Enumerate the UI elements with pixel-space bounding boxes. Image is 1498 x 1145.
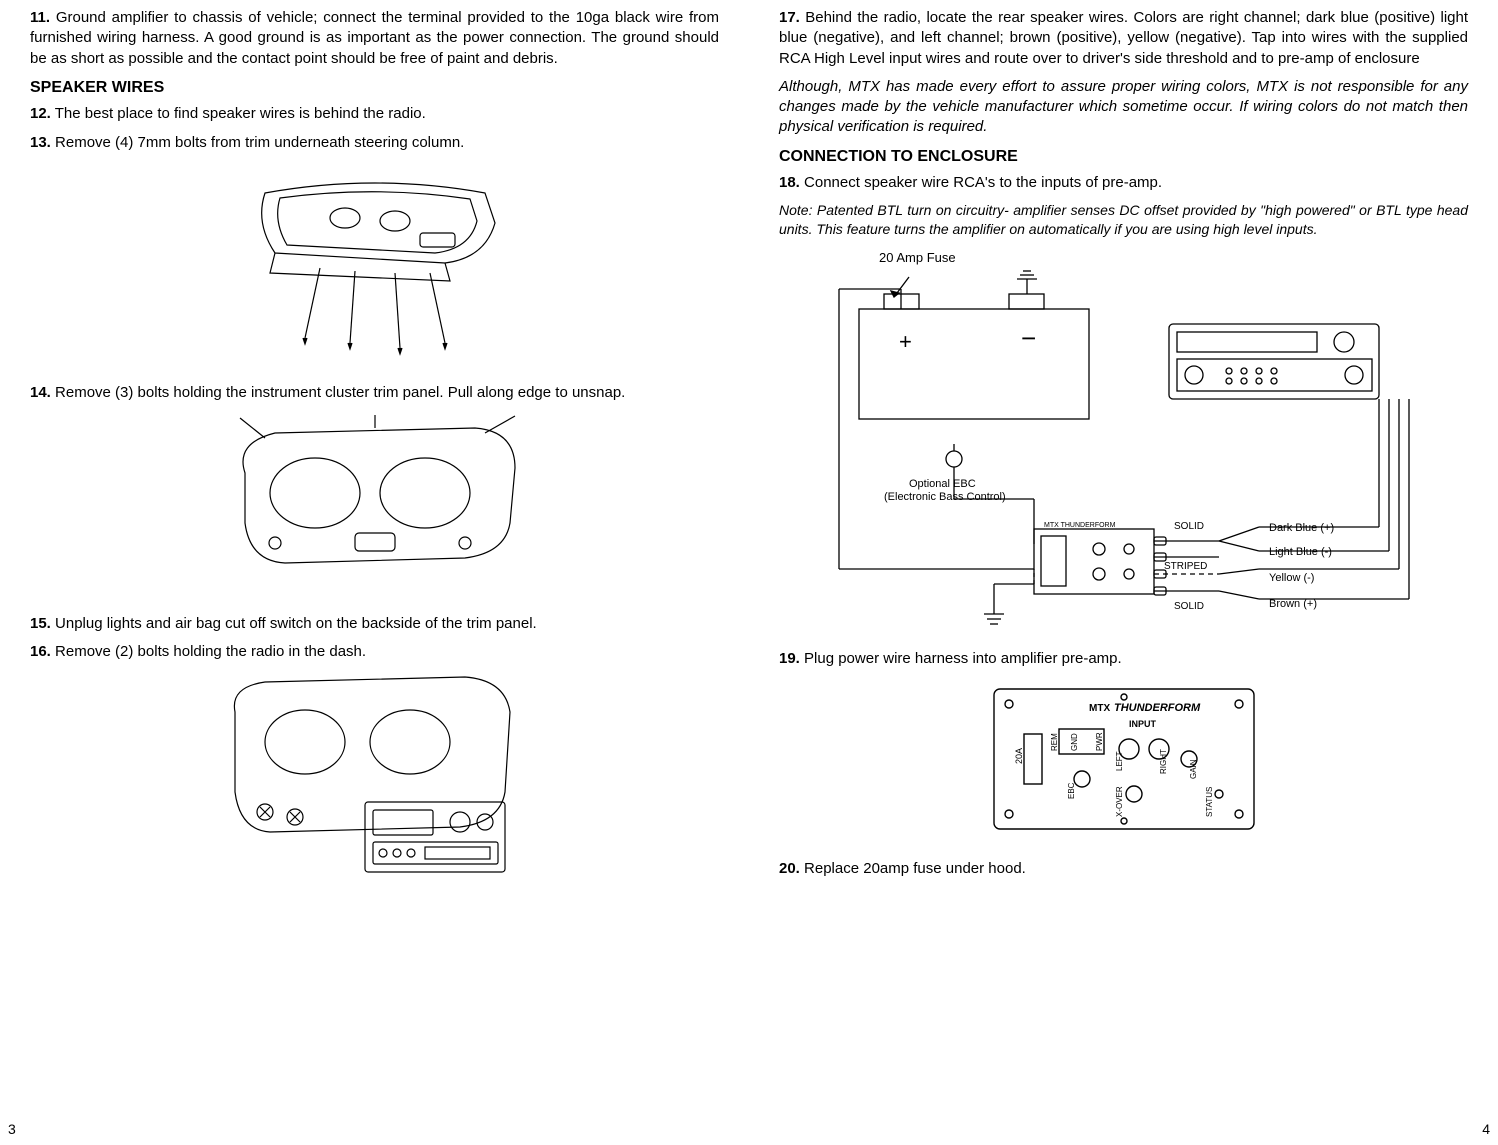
svg-text:PWR: PWR <box>1095 732 1104 751</box>
svg-text:Brown (+): Brown (+) <box>1269 598 1317 610</box>
step-num: 18. <box>779 174 800 191</box>
step-num: 17. <box>779 9 800 26</box>
svg-text:STATUS: STATUS <box>1205 787 1214 817</box>
svg-text:Optional EBC: Optional EBC <box>909 478 976 490</box>
svg-text:Dark Blue (+): Dark Blue (+) <box>1269 522 1334 534</box>
heading-speaker-wires: SPEAKER WIRES <box>30 77 719 99</box>
step-text: Replace 20amp fuse under hood. <box>800 860 1026 877</box>
step-19: 19. Plug power wire harness into amplifi… <box>779 649 1468 669</box>
step-text: Remove (4) 7mm bolts from trim underneat… <box>51 134 465 151</box>
step-20: 20. Replace 20amp fuse under hood. <box>779 859 1468 879</box>
step-15: 15. Unplug lights and air bag cut off sw… <box>30 614 719 634</box>
step-text: The best place to find speaker wires is … <box>51 105 426 122</box>
figure-steering-column <box>30 163 719 369</box>
svg-text:−: − <box>1021 323 1036 353</box>
svg-text:GAIN: GAIN <box>1189 759 1198 779</box>
svg-text:GND: GND <box>1070 733 1079 751</box>
figure-cluster-trim <box>30 413 719 599</box>
svg-text:Yellow (-): Yellow (-) <box>1269 572 1314 584</box>
svg-text:MTX: MTX <box>1089 703 1110 714</box>
step-num: 20. <box>779 860 800 877</box>
page-number-left: 3 <box>8 1120 16 1139</box>
svg-text:STRIPED: STRIPED <box>1164 561 1207 572</box>
step-num: 11. <box>30 9 50 26</box>
step-num: 15. <box>30 615 51 632</box>
page-left: 11. Ground amplifier to chassis of vehic… <box>0 0 749 1145</box>
step-11: 11. Ground amplifier to chassis of vehic… <box>30 8 719 69</box>
step-text: Behind the radio, locate the rear speake… <box>779 9 1468 67</box>
disclaimer: Although, MTX has made every effort to a… <box>779 77 1468 138</box>
step-num: 14. <box>30 384 51 401</box>
step-text: Connect speaker wire RCA's to the inputs… <box>800 174 1162 191</box>
step-num: 16. <box>30 643 51 660</box>
svg-text:(Electronic Bass Control): (Electronic Bass Control) <box>884 491 1006 503</box>
step-13: 13. Remove (4) 7mm bolts from trim under… <box>30 133 719 153</box>
step-14: 14. Remove (3) bolts holding the instrum… <box>30 383 719 403</box>
heading-connection: CONNECTION TO ENCLOSURE <box>779 146 1468 168</box>
figure-radio-dash <box>30 672 719 888</box>
svg-text:EBC: EBC <box>1067 783 1076 800</box>
step-text: Ground amplifier to chassis of vehicle; … <box>30 9 719 67</box>
svg-text:INPUT: INPUT <box>1129 719 1157 729</box>
svg-text:+: + <box>899 329 912 354</box>
step-12: 12. The best place to find speaker wires… <box>30 104 719 124</box>
step-text: Unplug lights and air bag cut off switch… <box>51 615 537 632</box>
svg-text:Light Blue (-): Light Blue (-) <box>1269 546 1332 558</box>
svg-text:THUNDERFORM: THUNDERFORM <box>1114 702 1201 714</box>
figure-amp-panel: THUNDERFORM MTX 20A REM GND PWR EBC INPU… <box>779 679 1468 845</box>
step-text: Plug power wire harness into amplifier p… <box>800 650 1122 667</box>
figure-wiring-diagram: 20 Amp Fuse + − <box>799 249 1468 635</box>
svg-text:RIGHT: RIGHT <box>1159 749 1168 774</box>
svg-text:MTX THUNDERFORM: MTX THUNDERFORM <box>1044 522 1116 529</box>
step-text: Remove (2) bolts holding the radio in th… <box>51 643 366 660</box>
step-num: 13. <box>30 134 51 151</box>
step-num: 12. <box>30 105 51 122</box>
svg-text:REM: REM <box>1050 733 1059 751</box>
page-right: 17. Behind the radio, locate the rear sp… <box>749 0 1498 1145</box>
svg-text:SOLID: SOLID <box>1174 521 1204 532</box>
svg-text:X-OVER: X-OVER <box>1115 786 1124 817</box>
step-18: 18. Connect speaker wire RCA's to the in… <box>779 173 1468 193</box>
fuse-label: 20 Amp Fuse <box>879 249 1468 267</box>
step-17: 17. Behind the radio, locate the rear sp… <box>779 8 1468 69</box>
step-num: 19. <box>779 650 800 667</box>
step-16: 16. Remove (2) bolts holding the radio i… <box>30 642 719 662</box>
svg-text:SOLID: SOLID <box>1174 601 1204 612</box>
page-number-right: 4 <box>1482 1120 1490 1139</box>
svg-text:20A: 20A <box>1014 748 1024 764</box>
svg-text:LEFT: LEFT <box>1115 752 1124 772</box>
step-text: Remove (3) bolts holding the instrument … <box>51 384 625 401</box>
btl-note: Note: Patented BTL turn on circuitry- am… <box>779 201 1468 239</box>
